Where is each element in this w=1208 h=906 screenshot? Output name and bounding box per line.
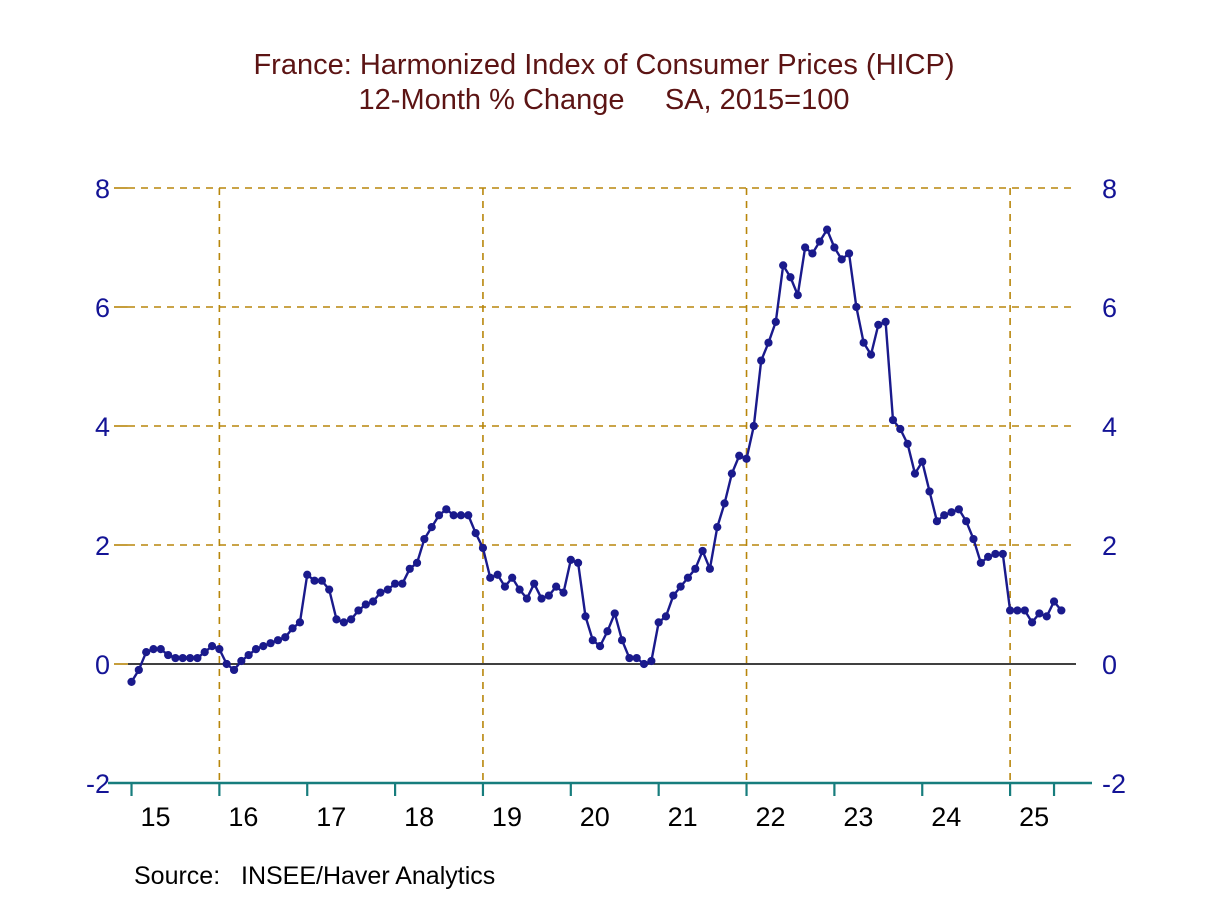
- x-axis-tick-label: 23: [843, 802, 873, 832]
- data-point-markers: [127, 225, 1066, 686]
- y-axis-tick-label-left: 8: [95, 174, 110, 204]
- y-axis-tick-label-right: 6: [1102, 293, 1117, 323]
- x-axis-tick-label: 18: [404, 802, 434, 832]
- y-axis-tick-label-left: 2: [95, 531, 110, 561]
- y-axis-tick-label-left: 6: [95, 293, 110, 323]
- x-axis-tick-label: 24: [931, 802, 961, 832]
- y-axis-tick-label-right: 8: [1102, 174, 1117, 204]
- x-axis-tick-label: 17: [316, 802, 346, 832]
- chart-title-line2: 12-Month % Change SA, 2015=100: [358, 84, 850, 117]
- vertical-gridlines: [218, 188, 1011, 783]
- y-axis-tick-label-right: 2: [1102, 531, 1117, 561]
- y-axis-tick-label-right: 0: [1102, 650, 1117, 680]
- y-axis-tick-label-left: 0: [95, 650, 110, 680]
- x-axis-tick-label: 20: [580, 802, 610, 832]
- x-axis-tick-label: 22: [756, 802, 786, 832]
- x-axis-tick-label: 19: [492, 802, 522, 832]
- y-axis-tick-label-right: 4: [1102, 412, 1117, 442]
- chart-title-line1: France: Harmonized Index of Consumer Pri…: [253, 49, 955, 81]
- x-axis-tick-label: 25: [1019, 802, 1049, 832]
- y-axis-tick-label-left: 4: [95, 412, 110, 442]
- x-axis: [108, 781, 1092, 796]
- y-axis-labels-right: 8 6 4 2 0 -2: [1102, 174, 1126, 799]
- x-axis-tick-label: 16: [228, 802, 258, 832]
- source-note: Source: INSEE/Haver Analytics: [134, 862, 496, 890]
- x-axis-tick-label: 15: [140, 802, 170, 832]
- x-axis-labels: 15 16 17 18 19 20 21 22 23 24 25: [140, 802, 1049, 832]
- horizontal-gridlines: [128, 187, 1076, 546]
- y-axis-labels-left: 8 6 4 2 0 -2: [86, 174, 128, 799]
- chart-title: France: Harmonized Index of Consumer Pri…: [0, 48, 1208, 119]
- data-series-line: [130, 228, 1063, 684]
- y-axis-tick-label-right: -2: [1102, 769, 1126, 799]
- y-axis-tick-label-left: -2: [86, 769, 110, 799]
- x-axis-tick-label: 21: [668, 802, 698, 832]
